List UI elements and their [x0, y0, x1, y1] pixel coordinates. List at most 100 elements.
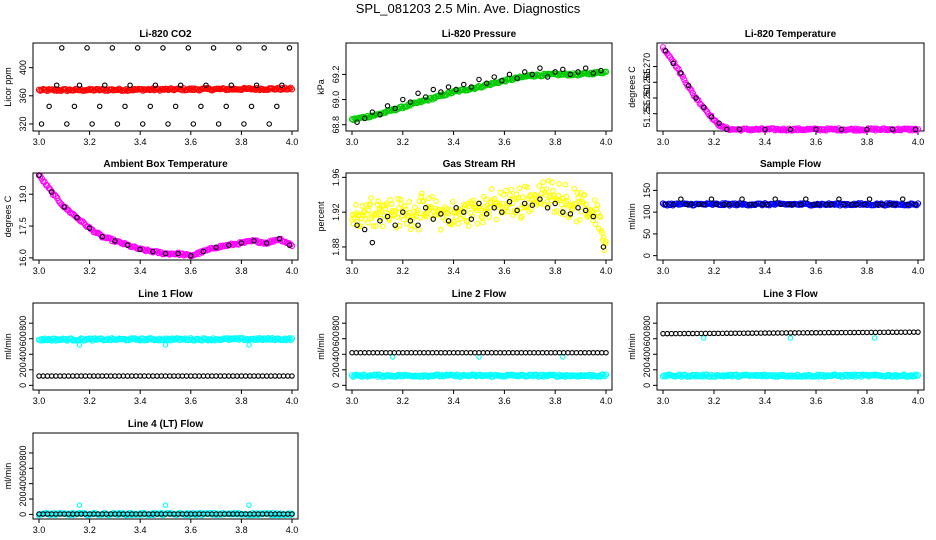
- data-point: [160, 45, 166, 51]
- plot-frame: [32, 172, 299, 261]
- y-tick-label: 51.260: [642, 84, 652, 112]
- data-point: [36, 172, 42, 178]
- data-point: [491, 74, 497, 80]
- x-tick-label: 3.0: [657, 266, 670, 276]
- data-point: [906, 127, 913, 134]
- x-tick-label: 3.4: [447, 266, 460, 276]
- data-point: [447, 207, 454, 213]
- data-point: [500, 192, 507, 198]
- data-point: [662, 201, 669, 208]
- y-tick-label: 50: [642, 229, 652, 239]
- data-point: [474, 220, 481, 227]
- data-point: [787, 335, 794, 341]
- x-tick-label: 3.0: [33, 266, 46, 276]
- data-point: [914, 372, 922, 379]
- x-tick-label: 3.8: [549, 266, 562, 276]
- data-point: [194, 249, 201, 256]
- data-point: [502, 372, 509, 380]
- data-point: [438, 89, 444, 95]
- data-point: [844, 371, 851, 379]
- data-point: [177, 85, 185, 93]
- data-point: [508, 186, 515, 193]
- data-point: [736, 126, 743, 133]
- data-point: [828, 201, 835, 208]
- data-point: [701, 335, 707, 341]
- data-point: [540, 373, 548, 380]
- panel-2: Li-820 Pressure kPa 3.0 3.2 3.4 3.6 3.8 4.0 68.8…: [316, 29, 613, 147]
- x-tick-label: 3.0: [346, 266, 359, 276]
- data-point: [253, 335, 261, 342]
- data-point: [693, 95, 699, 101]
- y-tick-label: 400: [18, 476, 28, 491]
- data-point: [874, 201, 880, 208]
- data-point: [725, 372, 732, 380]
- data-point: [536, 183, 543, 189]
- data-point: [824, 125, 831, 132]
- data-point: [410, 214, 416, 221]
- series-cyan-sparse: [76, 342, 252, 348]
- data-point: [914, 200, 922, 207]
- data-point: [797, 201, 804, 208]
- series-cyan-sparse: [389, 354, 566, 360]
- y-tick-label: 800: [18, 316, 28, 331]
- data-point: [540, 179, 547, 186]
- data-point: [137, 246, 143, 253]
- data-point: [846, 371, 854, 379]
- data-point: [912, 371, 919, 378]
- y-tick-label: 1.88: [331, 238, 341, 256]
- data-point: [689, 89, 696, 97]
- data-point: [469, 213, 476, 220]
- x-tick-label: 3.4: [134, 266, 147, 276]
- data-point: [407, 218, 414, 224]
- data-point: [152, 82, 159, 88]
- plot-frame: [656, 42, 925, 132]
- data-point: [521, 200, 528, 207]
- data-point: [407, 99, 414, 105]
- x-tick-label: 3.6: [185, 396, 198, 406]
- data-point: [484, 202, 490, 209]
- data-point: [771, 201, 779, 208]
- y-tick-label: 200: [18, 362, 28, 377]
- y-tick-label: 150: [642, 183, 652, 198]
- data-point: [702, 201, 709, 208]
- data-point: [73, 85, 81, 93]
- data-point: [499, 77, 505, 84]
- data-point: [600, 244, 607, 250]
- data-point: [759, 201, 766, 208]
- data-point: [236, 45, 242, 51]
- data-point: [543, 186, 550, 192]
- data-point: [589, 208, 596, 214]
- data-point: [162, 502, 169, 508]
- data-point: [400, 209, 406, 215]
- data-point: [560, 209, 566, 215]
- data-point: [507, 192, 513, 198]
- data-point: [370, 223, 377, 229]
- data-point: [109, 45, 116, 51]
- data-point: [549, 179, 555, 186]
- data-point: [590, 70, 597, 76]
- plot-frame: [32, 302, 299, 391]
- data-point: [439, 91, 446, 98]
- x-tick-label: 3.6: [185, 525, 198, 535]
- y-axis-label: percent: [316, 201, 326, 232]
- data-point: [567, 71, 574, 78]
- x-tick-label: 3.6: [810, 266, 823, 276]
- data-point: [76, 342, 83, 348]
- y-tick-label: 68.8: [331, 116, 341, 134]
- y-tick-label: 320: [18, 116, 28, 131]
- data-point: [545, 177, 552, 184]
- data-point: [887, 201, 893, 208]
- data-point: [114, 121, 121, 127]
- data-point: [600, 234, 607, 241]
- data-point: [915, 329, 921, 335]
- data-point: [866, 196, 873, 202]
- data-point: [537, 196, 543, 202]
- x-tick-label: 3.6: [185, 137, 198, 147]
- data-point: [130, 87, 137, 94]
- data-point: [162, 250, 169, 257]
- data-point: [872, 201, 879, 208]
- data-point: [228, 82, 235, 88]
- data-point: [545, 202, 551, 209]
- data-point: [441, 372, 449, 380]
- data-point: [525, 372, 532, 379]
